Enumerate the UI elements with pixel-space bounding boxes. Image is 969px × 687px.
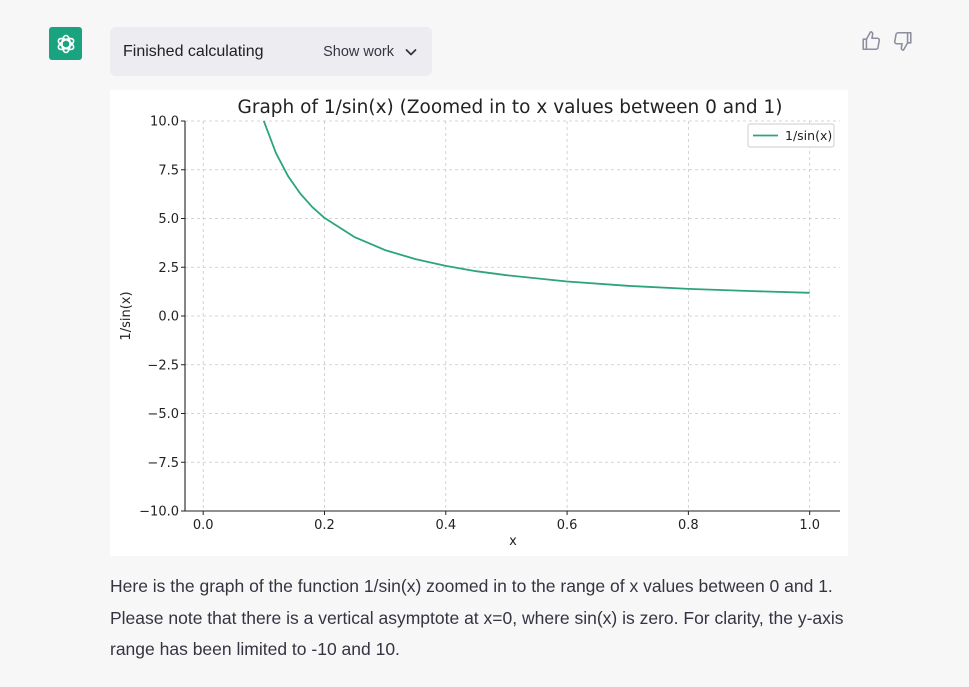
assistant-avatar <box>49 27 82 60</box>
x-tick-label: 1.0 <box>799 518 820 533</box>
x-tick-label: 0.2 <box>314 518 335 533</box>
y-tick-label: 2.5 <box>158 261 179 276</box>
y-tick-label: −2.5 <box>147 358 179 373</box>
show-work-label: Show work <box>323 43 394 60</box>
x-tick-label: 0.0 <box>193 518 214 533</box>
assistant-message-text: Here is the graph of the function 1/sin(… <box>110 576 844 659</box>
feedback-buttons <box>860 30 914 52</box>
legend-label: 1/sin(x) <box>785 128 832 143</box>
x-tick-label: 0.8 <box>678 518 699 533</box>
chart-ylabel: 1/sin(x) <box>119 291 134 340</box>
tool-status-bar: Finished calculating Show work <box>110 27 432 76</box>
y-tick-label: 10.0 <box>150 115 179 130</box>
y-tick-label: 5.0 <box>158 212 179 227</box>
chart-legend: 1/sin(x) <box>747 123 835 148</box>
chart-axes: 0.0 0.2 0.4 0.6 0.8 1.0 10.0 7.5 5.0 2.5 0.0 −2.5 −5… <box>139 115 840 533</box>
thumbs-down-icon[interactable] <box>892 30 914 52</box>
y-tick-label: 0.0 <box>158 310 179 325</box>
chart-title: Graph of 1/sin(x) (Zoomed in to x values… <box>238 97 783 118</box>
status-text: Finished calculating <box>123 42 264 60</box>
y-tick-label: −5.0 <box>147 407 179 422</box>
x-tick-label: 0.4 <box>435 518 456 533</box>
x-tick-label: 0.6 <box>557 518 578 533</box>
thumbs-up-icon[interactable] <box>860 30 882 52</box>
y-tick-label: 7.5 <box>158 163 179 178</box>
chart-svg: 0.0 0.2 0.4 0.6 0.8 1.0 10.0 7.5 5.0 2.5 0.0 −2.5 −5… <box>119 97 840 549</box>
series-line-1-over-sin-x <box>262 120 810 294</box>
y-tick-label: −7.5 <box>147 456 179 471</box>
y-tick-label: −10.0 <box>139 505 179 520</box>
chart-series <box>262 120 810 294</box>
chevron-down-icon <box>404 45 418 59</box>
chart-grid <box>185 120 840 512</box>
show-work-button[interactable]: Show work <box>323 44 418 60</box>
openai-logo-icon <box>57 34 74 53</box>
chart-xlabel: x <box>509 534 517 549</box>
chart-image: 0.0 0.2 0.4 0.6 0.8 1.0 10.0 7.5 5.0 2.5 0.0 −2.5 −5… <box>110 90 848 556</box>
